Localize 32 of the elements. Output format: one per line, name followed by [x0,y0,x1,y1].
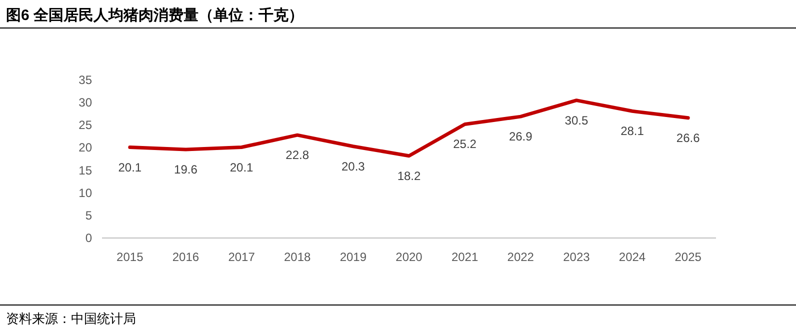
data-label: 26.6 [676,130,700,145]
x-tick-label: 2017 [228,250,256,264]
data-label: 22.8 [286,148,310,162]
x-tick-label: 2019 [340,250,367,264]
y-tick-label: 15 [78,163,92,178]
data-label: 25.2 [453,137,477,152]
y-tick-label: 25 [78,118,92,132]
y-tick-label: 5 [85,208,92,222]
x-tick-label: 2023 [563,250,590,264]
x-tick-label: 2022 [507,250,534,264]
x-tick-label: 2018 [284,250,312,264]
data-label: 20.1 [230,160,254,174]
data-label: 30.5 [564,113,588,128]
x-tick-label: 2024 [618,250,646,264]
data-label: 20.3 [342,159,366,174]
y-tick-label: 35 [78,73,92,87]
y-tick-label: 30 [78,96,92,110]
data-label: 19.6 [174,162,198,177]
y-tick-label: 20 [78,140,92,155]
data-label: 28.1 [620,124,644,138]
chart-title: 图6 全国居民人均猪肉消费量（单位：千克） [6,7,304,24]
y-tick-label: 0 [85,231,92,245]
data-label: 18.2 [397,168,421,183]
x-tick-label: 2025 [674,250,702,264]
x-tick-label: 2015 [116,250,144,264]
data-label: 26.9 [508,130,533,144]
x-tick-label: 2020 [396,250,423,264]
x-tick-label: 2021 [451,250,478,264]
text: 资料来源：中国统计局 [6,311,136,326]
x-tick-label: 2016 [172,250,200,264]
y-tick-label: 10 [78,186,92,200]
data-label: 20.1 [118,160,142,174]
